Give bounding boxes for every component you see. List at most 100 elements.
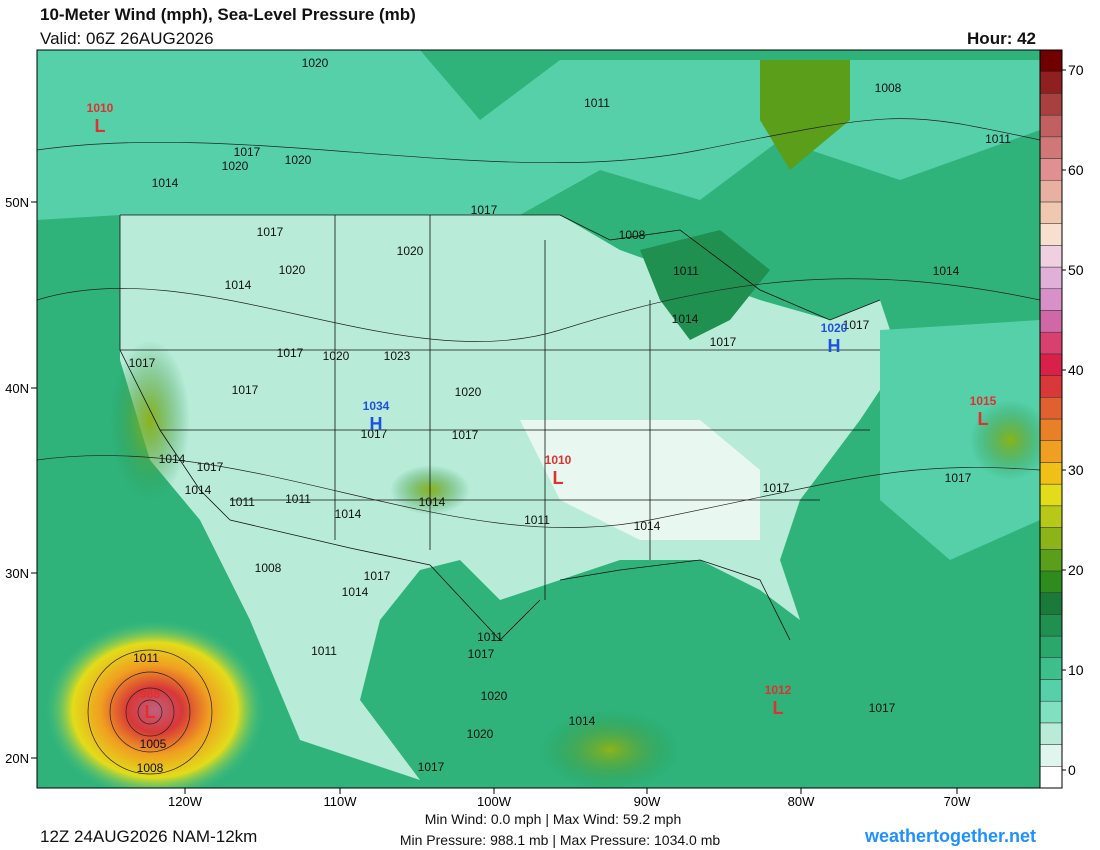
colorbar-swatch — [1039, 744, 1063, 767]
center-symbol: L — [145, 702, 156, 722]
colorbar-swatch — [1039, 700, 1063, 724]
colorbar-label: 40 — [1068, 362, 1084, 378]
forecast-hour: Hour: 42 — [967, 29, 1036, 48]
isobar-label: 1020 — [323, 349, 350, 363]
isobar-label: 1011 — [985, 132, 1011, 146]
isobar-label: 1020 — [455, 385, 482, 399]
isobar-label: 1014 — [185, 483, 212, 497]
colorbar-swatch — [1039, 505, 1063, 528]
center-pressure: 1034 — [363, 399, 390, 413]
center-pressure: 1015 — [970, 394, 997, 408]
lon-label: 120W — [168, 794, 203, 809]
isobar-label: 1017 — [129, 356, 156, 370]
lon-label: 90W — [634, 794, 661, 809]
colorbar-swatch — [1039, 266, 1063, 290]
lat-label: 30N — [5, 566, 29, 581]
isobar-label: 1017 — [364, 569, 391, 583]
isobar-label: 1014 — [569, 714, 596, 728]
colorbar-swatch — [1039, 548, 1063, 572]
center-pressure: 1010 — [545, 453, 572, 467]
colorbar-swatch — [1039, 440, 1063, 463]
isobar-label: 1020 — [467, 727, 494, 741]
pressure-stats: Min Pressure: 988.1 mb | Max Pressure: 1… — [400, 832, 721, 848]
lat-label: 20N — [5, 751, 29, 766]
isobar-label: 1011 — [229, 495, 255, 509]
isobar-label: 1017 — [468, 647, 495, 661]
isobar-label: 1014 — [634, 519, 661, 533]
wind-maximum — [540, 710, 680, 788]
colorbar-label: 30 — [1068, 462, 1084, 478]
colorbar-swatch — [1039, 310, 1063, 333]
colorbar-swatch — [1039, 179, 1063, 203]
isobar-label: 1014 — [419, 495, 446, 509]
isobar-label: 1017 — [763, 481, 790, 495]
isobar-label: 1017 — [232, 383, 259, 397]
colorbar-swatch — [1039, 288, 1063, 311]
colorbar-swatch — [1039, 766, 1063, 789]
isobar-label: 1014 — [152, 176, 179, 190]
isobar-label: 1011 — [311, 644, 337, 658]
colorbar-swatch — [1039, 570, 1063, 593]
great-lakes — [640, 230, 770, 340]
ocean-wind — [880, 320, 1040, 560]
colorbar-label: 0 — [1068, 762, 1076, 778]
colorbar-swatch — [1039, 462, 1063, 485]
wind-maximum — [970, 400, 1040, 480]
colorbar-swatch — [1039, 71, 1063, 94]
colorbar-swatch — [1039, 93, 1063, 116]
isobar-label: 1020 — [481, 689, 508, 703]
colorbar-swatch — [1039, 331, 1063, 355]
isobar-label: 1011 — [524, 513, 550, 527]
title: 10-Meter Wind (mph), Sea-Level Pressure … — [40, 5, 416, 24]
colorbar-swatch — [1039, 223, 1063, 246]
center-pressure: 1020 — [821, 321, 848, 335]
isobar-label: 1017 — [361, 427, 388, 441]
isobar-label: 1014 — [159, 452, 186, 466]
isobar-label: 1014 — [335, 507, 362, 521]
colorbar-label: 70 — [1068, 62, 1084, 78]
colorbar-label: 50 — [1068, 262, 1084, 278]
isobar-label: 1020 — [279, 263, 306, 277]
isobar-label: 1011 — [133, 651, 159, 665]
lat-label: 40N — [5, 381, 29, 396]
isobar-label: 1014 — [342, 585, 369, 599]
colorbar-label: 60 — [1068, 162, 1084, 178]
isobar-label: 1017 — [843, 318, 870, 332]
borders — [119, 214, 881, 641]
center-pressure: 1010 — [87, 101, 114, 115]
colorbar-swatch — [1039, 679, 1063, 702]
lon-label: 70W — [944, 794, 971, 809]
center-symbol: L — [553, 468, 564, 488]
isobar-label: 1017 — [869, 701, 896, 715]
isobar-label: 1017 — [452, 428, 479, 442]
center-symbol: L — [978, 409, 989, 429]
site-name: weathertogether.net — [864, 826, 1036, 846]
lon-label: 80W — [788, 794, 815, 809]
isobar-label: 1008 — [255, 561, 282, 575]
colorbar-swatch — [1039, 158, 1063, 181]
isobar-label: 1017 — [197, 460, 224, 474]
isobar-label: 1020 — [285, 153, 312, 167]
isobar-label: 1011 — [477, 630, 503, 644]
isobar-label: 1014 — [933, 264, 960, 278]
isobar-label: 1014 — [225, 278, 252, 292]
colorbar-swatch — [1039, 245, 1063, 268]
colorbar-swatch — [1039, 527, 1063, 550]
lon-label: 110W — [324, 794, 358, 809]
colorbar-swatch — [1039, 592, 1063, 615]
model-run: 12Z 24AUG2026 NAM-12km — [40, 827, 257, 846]
isobar-label: 1008 — [875, 81, 902, 95]
colorbar-swatch — [1039, 114, 1063, 138]
colorbar-swatch — [1039, 136, 1063, 159]
colorbar-swatch — [1039, 722, 1063, 745]
isobar-label: 1020 — [302, 56, 329, 70]
isobar-label: 1011 — [584, 96, 610, 110]
colorbar-swatch — [1039, 657, 1063, 680]
isobar-label: 1020 — [222, 159, 249, 173]
isobar-label: 1014 — [672, 312, 699, 326]
colorbar-swatch — [1039, 483, 1063, 507]
colorbar-swatch — [1039, 353, 1063, 376]
center-symbol: L — [95, 116, 106, 136]
